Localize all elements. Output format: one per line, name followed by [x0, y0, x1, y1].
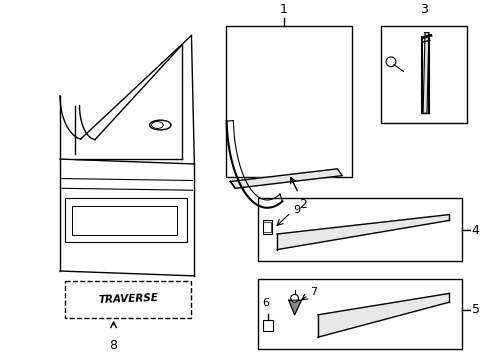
Bar: [257, 198, 461, 261]
Text: 7: 7: [309, 287, 317, 297]
Bar: [225, 26, 351, 177]
Polygon shape: [230, 169, 342, 188]
Text: 4: 4: [471, 224, 479, 237]
Bar: [262, 220, 272, 234]
Text: 9: 9: [293, 205, 300, 215]
Polygon shape: [422, 32, 428, 113]
Polygon shape: [288, 300, 301, 315]
Bar: [257, 279, 461, 349]
Bar: [65, 281, 191, 318]
Polygon shape: [277, 215, 448, 249]
Bar: [381, 26, 466, 123]
Text: TRAVERSE: TRAVERSE: [98, 293, 158, 305]
Text: 1: 1: [280, 3, 287, 16]
Text: 3: 3: [419, 3, 427, 16]
Bar: [263, 222, 271, 232]
Text: 2: 2: [299, 198, 306, 211]
Text: 6: 6: [262, 298, 269, 308]
Text: 8: 8: [109, 339, 117, 352]
Circle shape: [290, 294, 298, 302]
Bar: [65, 198, 186, 242]
Polygon shape: [317, 293, 448, 337]
Bar: [263, 320, 273, 331]
Bar: [72, 206, 177, 235]
Text: 5: 5: [471, 303, 479, 316]
